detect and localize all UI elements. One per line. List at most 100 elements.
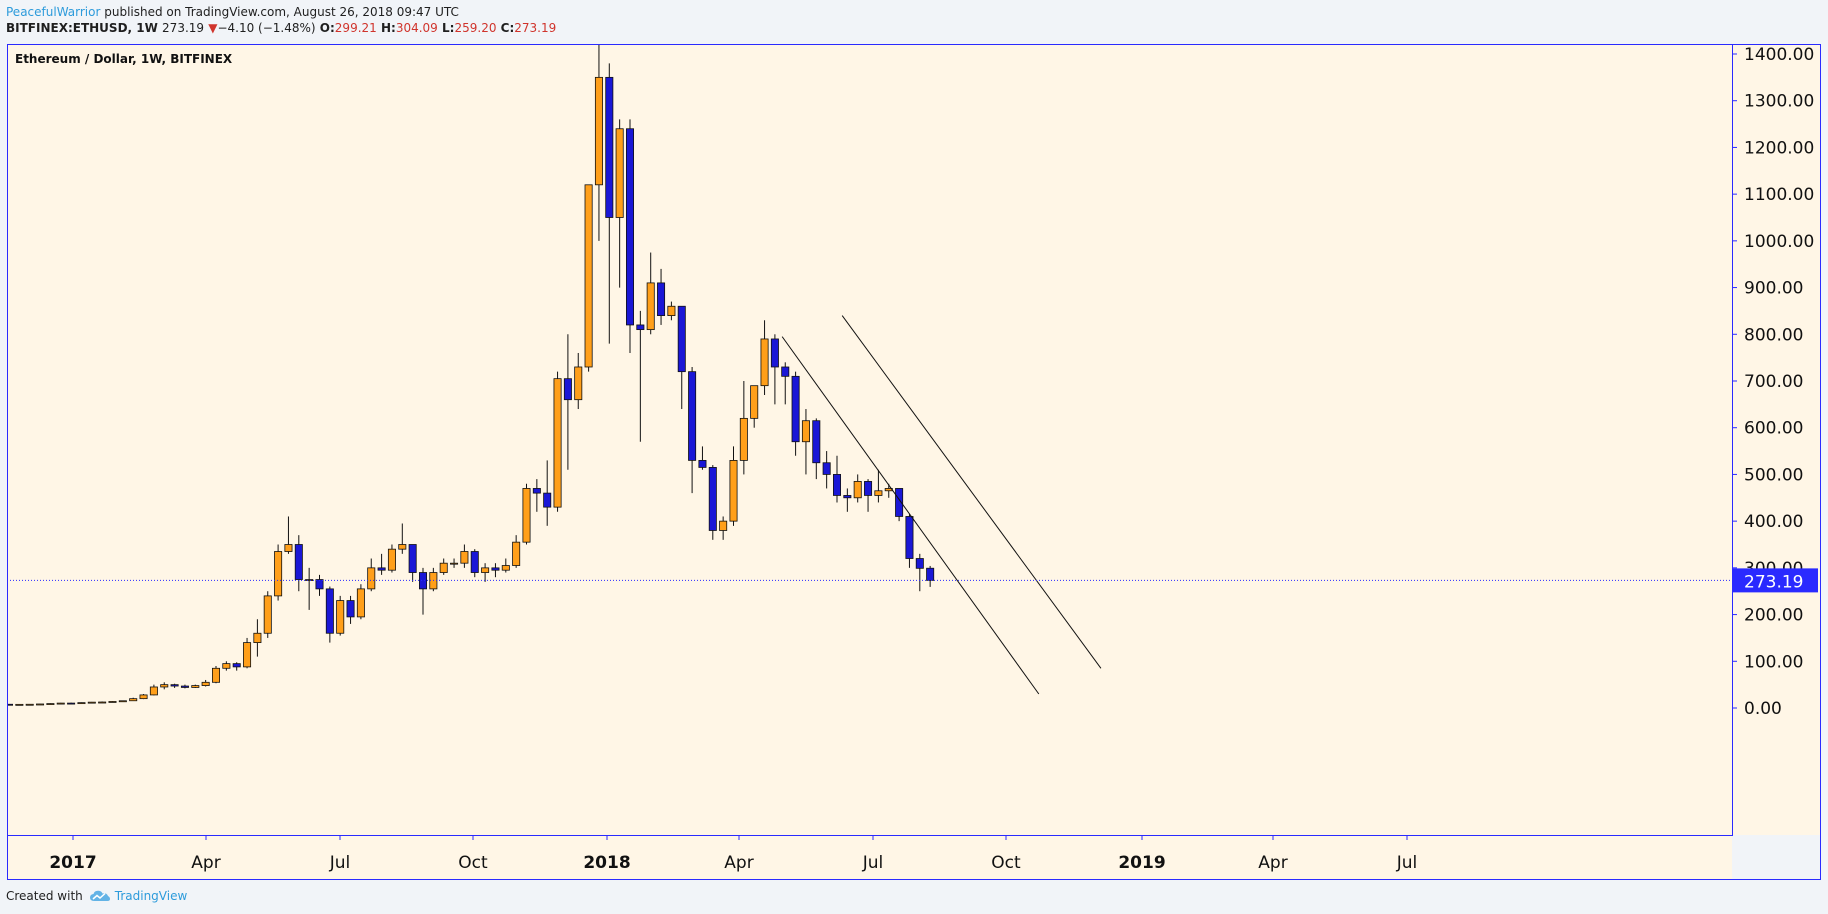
candle-body [812,420,821,464]
tradingview-link[interactable]: TradingView [89,888,187,904]
candle-body [98,701,107,704]
candle [481,563,490,582]
candle [491,563,500,578]
candle [812,418,821,480]
candle [501,558,510,573]
x-tick-label: Jul [1396,853,1418,873]
candle-body [315,579,324,590]
candle-body [843,495,852,499]
x-tick-label: Jul [862,853,884,873]
candle-body [243,642,252,668]
candle-body [77,702,86,705]
candle [15,703,24,706]
low-value: 259.20 [454,21,497,35]
candle-body [367,567,376,590]
candle-body [346,600,355,618]
candle [801,409,810,475]
candle-body [439,562,448,573]
candle-body [584,184,593,368]
y-tick-label: 500.00 [1744,465,1803,485]
candle-body [501,565,510,571]
price-chart[interactable]: Ethereum / Dollar, 1W, BITFINEX 0.00 100.… [7,44,1821,880]
candle-body [698,460,707,468]
candle [46,703,55,705]
published-text: published on TradingView.com, August 26,… [104,5,459,19]
candle-body [387,548,396,571]
candle [532,479,541,512]
author-link[interactable]: PeacefulWarrior [6,5,101,19]
candle-body [118,700,127,703]
candle-body [719,520,728,531]
candle-body [305,579,314,581]
candle-body [864,481,873,496]
candle-body [791,375,800,443]
candle-body [667,305,676,316]
y-tick-label: 700.00 [1744,372,1803,392]
candle [222,661,231,671]
last-price-badge-bg [1733,568,1818,593]
candle-body [46,703,55,705]
candle [274,544,283,601]
candle [512,535,521,568]
candle-body [191,685,200,688]
candle-body [594,76,603,186]
candle [574,352,583,410]
trendline[interactable] [781,336,1040,695]
candle-body [56,702,65,705]
candle-body [201,681,210,686]
candle-body [67,702,76,705]
candle [822,451,831,489]
trendline[interactable] [841,315,1102,669]
candle-body [15,703,24,706]
candle-body [470,551,479,573]
candle [7,703,13,706]
candle-body [180,685,189,688]
time-axis-area[interactable] [7,835,1732,880]
y-tick-label: 400.00 [1744,512,1803,532]
candle [791,371,800,456]
candle [605,63,614,344]
candle-body [532,488,541,494]
candle-body [905,516,914,559]
candle [398,523,407,554]
candle [367,558,376,592]
candle-body [325,588,334,634]
candle [211,665,220,684]
candle [905,514,914,568]
candle [522,483,531,545]
candle-body [284,544,293,552]
candle-body [336,600,345,634]
candle [149,684,158,696]
candle-body [170,684,179,687]
price-axis-area[interactable] [1732,44,1821,835]
candle-body [636,324,645,331]
candle-body [750,385,759,419]
candle [739,381,748,475]
candle [201,679,210,687]
candle [926,565,935,587]
candle [615,119,624,288]
candle-body [729,460,738,522]
y-tick-label: 1000.00 [1744,232,1814,252]
candle-body [263,595,272,634]
candle-body [356,588,365,618]
candle [377,553,386,575]
candle-body [460,551,469,564]
candle [191,684,200,688]
candle [408,544,417,582]
price-change: −4.10 (−1.48%) [217,21,316,35]
candle-body [739,417,748,461]
candle-body [553,378,562,508]
candle-body [646,282,655,331]
candle [305,567,314,610]
candle [543,460,552,526]
candle-body [657,282,666,316]
candle [243,637,252,669]
candle [843,488,852,512]
candle-body [129,698,138,702]
plot-area[interactable] [7,44,1732,835]
candle [760,320,769,396]
x-tick-label: Apr [724,853,753,873]
candle-body [108,701,117,703]
candle-body [87,701,96,704]
